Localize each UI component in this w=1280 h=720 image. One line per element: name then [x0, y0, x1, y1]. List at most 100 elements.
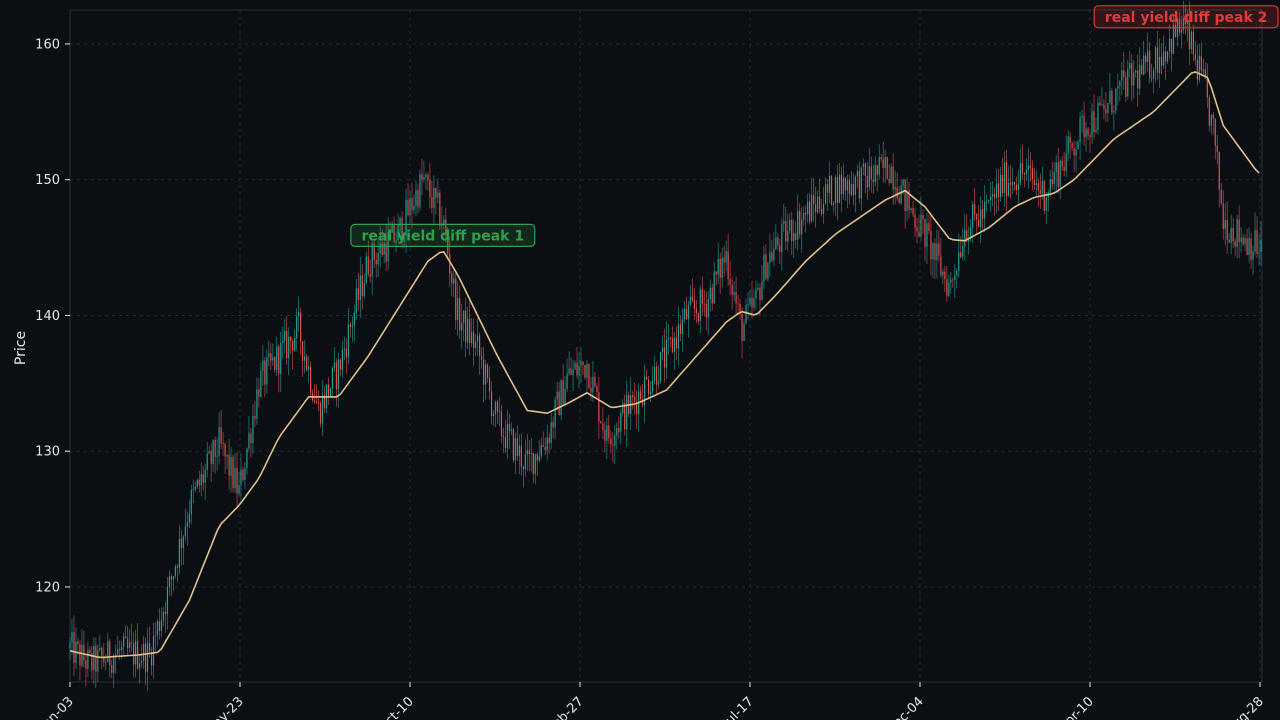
- candle-body: [751, 298, 753, 308]
- candle-body: [1162, 51, 1165, 66]
- candle-body: [1059, 160, 1061, 187]
- candle-body: [572, 369, 574, 375]
- candle-body: [950, 279, 952, 283]
- candle-body: [1147, 50, 1149, 63]
- candle-body: [1125, 77, 1127, 97]
- candle-body: [642, 399, 644, 406]
- candle-body: [451, 273, 453, 284]
- candle-body: [133, 642, 135, 665]
- candle-body: [1224, 219, 1226, 230]
- candle-body: [431, 196, 433, 208]
- candle-body: [395, 240, 397, 242]
- candle-body: [421, 173, 423, 180]
- candle-body: [294, 337, 296, 351]
- candle-body: [260, 370, 262, 397]
- candle-body: [916, 227, 918, 232]
- candle-body: [723, 257, 725, 263]
- candle-body: [240, 469, 242, 485]
- candle-body: [300, 312, 302, 342]
- candle-body: [775, 237, 777, 249]
- candle-body: [266, 357, 268, 385]
- candle-body: [888, 178, 890, 184]
- candle-body: [343, 348, 345, 351]
- candle-body: [304, 356, 306, 361]
- candle-body: [717, 258, 719, 275]
- candle-body: [556, 391, 558, 400]
- candle-body: [220, 427, 222, 444]
- candle-body: [484, 364, 487, 385]
- candle-body: [962, 246, 964, 257]
- candle-body: [1151, 78, 1153, 79]
- candle-body: [1236, 219, 1238, 247]
- candle-body: [1071, 143, 1073, 149]
- candle-body: [226, 454, 228, 457]
- candle-body: [315, 401, 318, 403]
- candle-body: [1053, 172, 1055, 185]
- candle-body: [1180, 30, 1183, 33]
- candle-body: [433, 187, 435, 208]
- candle-body: [1234, 241, 1236, 247]
- candle-body: [276, 346, 278, 371]
- candle-body: [729, 279, 731, 285]
- candle-body: [886, 157, 888, 179]
- candle-body: [912, 207, 914, 215]
- candle-body: [822, 203, 825, 214]
- candle-body: [232, 457, 234, 489]
- candle-body: [327, 384, 330, 397]
- candle-body: [417, 190, 419, 208]
- candle-body: [622, 403, 624, 414]
- candle-body: [846, 180, 849, 191]
- candle-body: [335, 362, 338, 390]
- candle-body: [71, 632, 73, 643]
- candle-body: [1101, 104, 1103, 106]
- candle-body: [319, 403, 322, 424]
- candle-body: [1035, 183, 1037, 185]
- candle-body: [125, 636, 127, 639]
- candle-body: [765, 254, 767, 279]
- candle-body: [902, 179, 904, 186]
- candle-body: [144, 643, 147, 672]
- candle-body: [1099, 102, 1101, 106]
- candle-body: [385, 243, 387, 262]
- candle-body: [1133, 72, 1135, 86]
- candle-body: [693, 300, 695, 309]
- candle-body: [995, 183, 998, 199]
- candle-body: [89, 649, 91, 654]
- candle-body: [148, 643, 151, 652]
- candle-body: [95, 646, 97, 672]
- candle-body: [942, 271, 944, 276]
- candle-body: [87, 649, 89, 669]
- candle-body: [1174, 25, 1177, 37]
- candle-body: [997, 183, 1000, 197]
- candle-body: [228, 454, 230, 476]
- candle-body: [936, 243, 938, 261]
- candle-body: [1228, 239, 1230, 243]
- candle-body: [1192, 31, 1195, 55]
- candle-body: [646, 376, 648, 380]
- annotation-label: real yield diff peak 1: [362, 228, 525, 244]
- candle-body: [600, 421, 602, 424]
- candle-body: [685, 308, 687, 320]
- candle-body: [799, 210, 801, 235]
- candle-body: [83, 644, 85, 661]
- candle-body: [302, 341, 304, 361]
- candle-body: [1121, 70, 1123, 81]
- candle-body: [661, 347, 664, 352]
- candle-body: [900, 185, 902, 204]
- candle-body: [920, 215, 922, 237]
- candle-body: [262, 360, 264, 371]
- candle-body: [952, 279, 954, 281]
- candle-body: [349, 324, 351, 328]
- candle-body: [1208, 97, 1210, 126]
- candle-body: [103, 656, 105, 663]
- candle-body: [924, 219, 926, 247]
- candle-body: [1141, 65, 1143, 75]
- candle-body: [940, 255, 942, 276]
- candle-body: [651, 380, 654, 392]
- candle-body: [703, 303, 705, 305]
- candle-body: [850, 184, 853, 195]
- candle-body: [1073, 148, 1075, 156]
- candle-body: [469, 318, 471, 344]
- candle-body: [769, 252, 771, 263]
- candle-body: [1109, 90, 1111, 104]
